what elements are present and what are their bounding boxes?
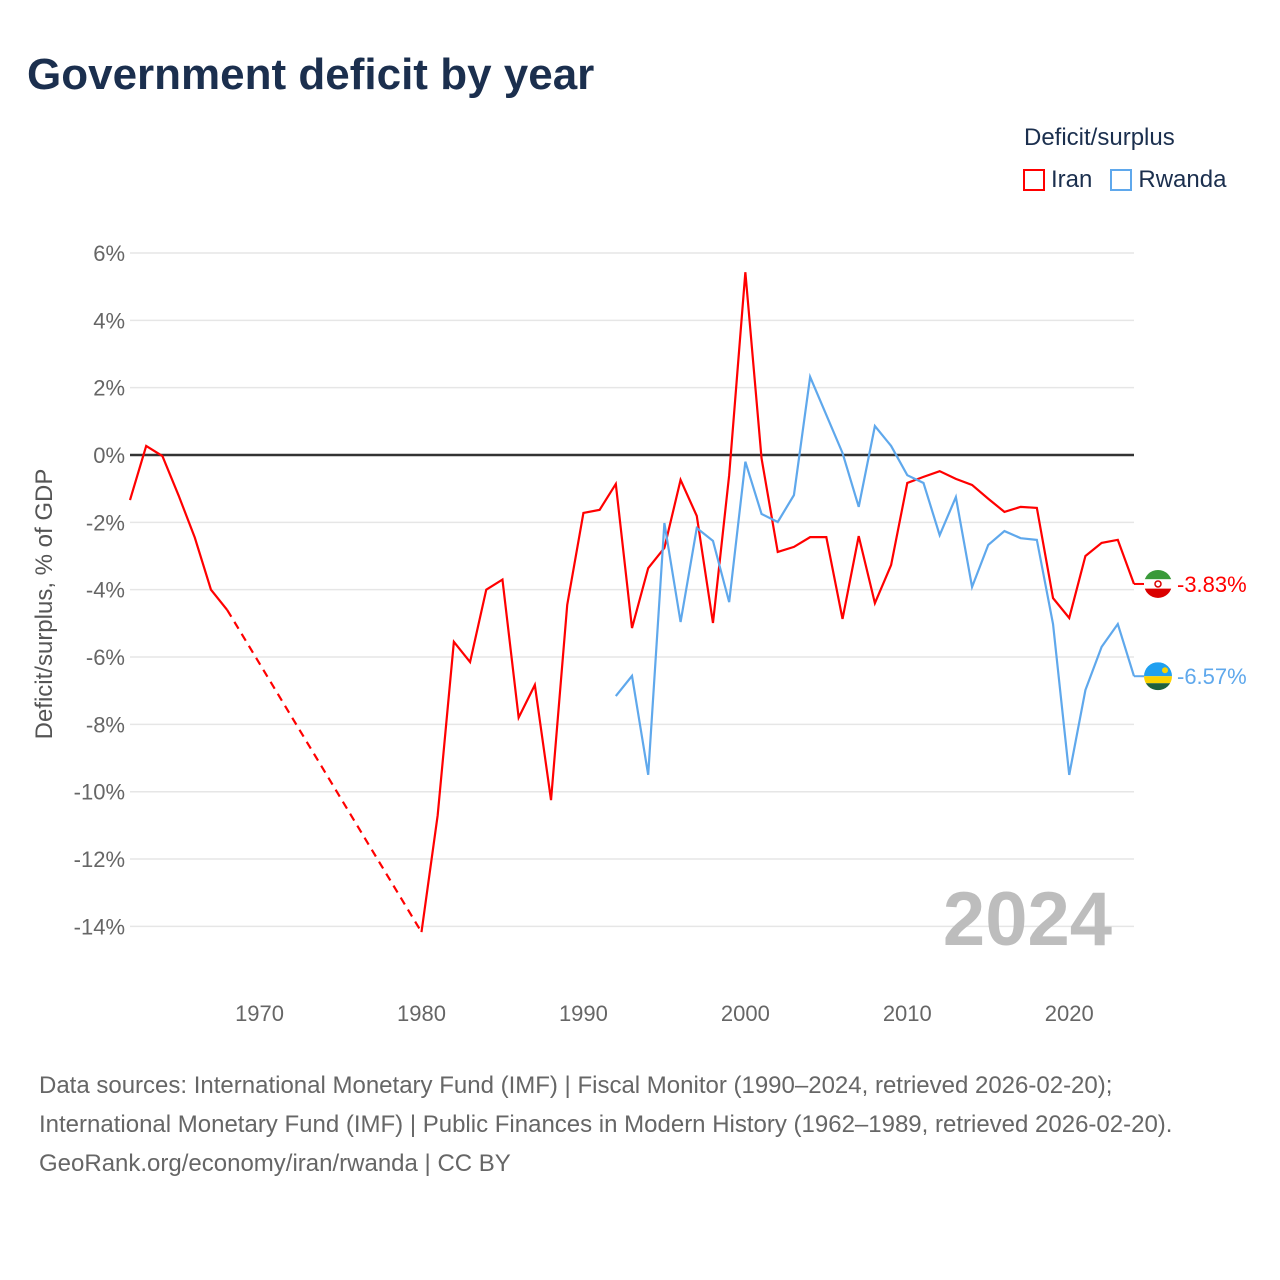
x-tick-label: 2020 xyxy=(1045,1001,1094,1026)
chart-title: Government deficit by year xyxy=(27,50,595,99)
legend-swatch-iran xyxy=(1023,169,1045,191)
series-line xyxy=(128,444,229,611)
x-tick-label: 2010 xyxy=(883,1001,932,1026)
legend-item-iran[interactable]: Iran xyxy=(1023,166,1092,194)
y-tick-label: -10% xyxy=(74,780,125,805)
series-gap-line xyxy=(226,609,423,933)
legend-label: Rwanda xyxy=(1138,166,1227,193)
legend-title: Deficit/surplus xyxy=(1024,124,1175,151)
x-tick-label: 1990 xyxy=(559,1001,608,1026)
credit-link[interactable]: GeoRank.org/economy/iran/rwanda | CC BY xyxy=(39,1150,511,1177)
series-iran: -3.83% xyxy=(128,272,1247,933)
legend-label: Iran xyxy=(1051,166,1093,193)
y-tick-label: -2% xyxy=(86,510,125,535)
series-line xyxy=(614,372,1136,776)
legend: Iran Rwanda xyxy=(1023,166,1226,194)
y-tick-label: 4% xyxy=(93,308,125,333)
series-line xyxy=(420,272,1136,933)
footer: Data sources: International Monetary Fun… xyxy=(39,1066,1239,1183)
x-tick-label: 1980 xyxy=(397,1001,446,1026)
x-tick-label: 2000 xyxy=(721,1001,770,1026)
legend-item-rwanda[interactable]: Rwanda xyxy=(1110,166,1226,194)
year-watermark: 2024 xyxy=(943,877,1112,962)
y-tick-label: -8% xyxy=(86,712,125,737)
y-tick-label: -14% xyxy=(74,914,125,939)
y-tick-label: 2% xyxy=(93,376,125,401)
series-rwanda: -6.57% xyxy=(614,372,1247,776)
y-tick-label: -4% xyxy=(86,578,125,603)
legend-swatch-rwanda xyxy=(1110,169,1133,191)
rwanda-flag-icon xyxy=(1144,662,1172,691)
y-tick-label: 0% xyxy=(93,443,125,468)
y-tick-label: -12% xyxy=(74,847,125,872)
x-tick-label: 1970 xyxy=(235,1001,284,1026)
end-value-label: -6.57% xyxy=(1177,664,1247,689)
y-tick-label: 6% xyxy=(93,241,125,266)
end-value-label: -3.83% xyxy=(1177,572,1247,597)
iran-flag-icon xyxy=(1144,569,1172,598)
y-tick-label: -6% xyxy=(86,645,125,670)
y-axis-label: Deficit/surplus, % of GDP xyxy=(31,469,58,740)
data-sources: Data sources: International Monetary Fun… xyxy=(39,1072,1173,1138)
